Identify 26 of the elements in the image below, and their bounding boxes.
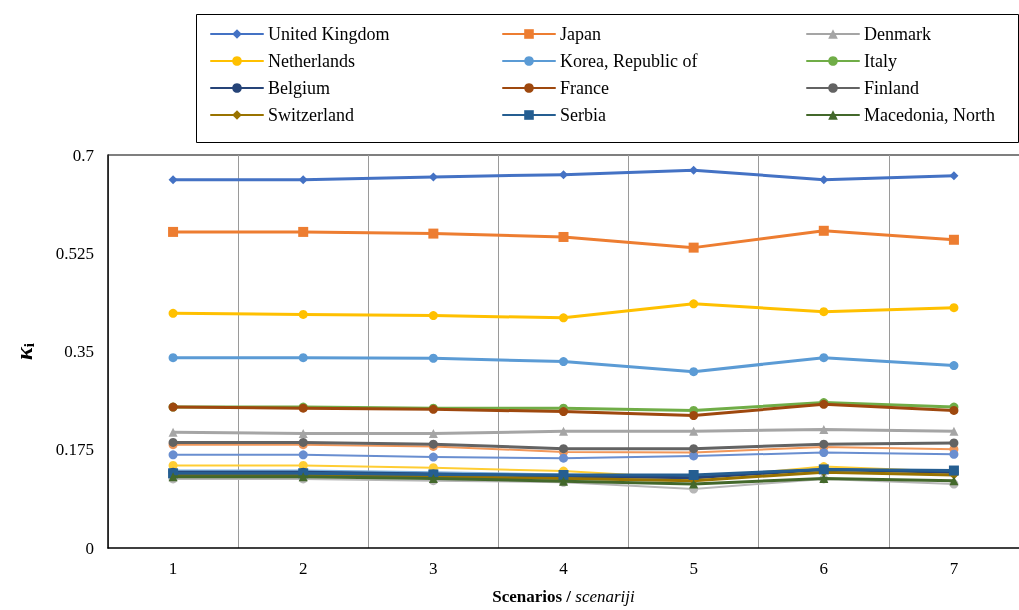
legend-label: Finland	[864, 78, 920, 98]
y-tick-label: 0.35	[64, 342, 94, 361]
x-tick-label: 1	[168, 559, 178, 578]
legend-label: Italy	[864, 51, 897, 71]
x-tick-label: 4	[559, 559, 569, 578]
x-tick-label: 7	[949, 559, 959, 578]
y-tick-label: 0.525	[55, 243, 94, 263]
legend-label: Macedonia, North	[864, 105, 995, 125]
x-tick-label: 3	[429, 559, 438, 578]
x-tick-label: 6	[819, 559, 829, 578]
x-axis-title: Scenarios / scenariji	[492, 587, 636, 606]
y-tick-label: 0.175	[55, 440, 94, 460]
legend-label: Belgium	[268, 78, 330, 98]
y-axis-title: κi	[11, 343, 37, 360]
legend-label: United Kingdom	[268, 24, 390, 44]
legend-label: Netherlands	[268, 51, 355, 71]
x-tick-label: 5	[689, 559, 698, 578]
y-tick-label: 0.7	[72, 145, 95, 165]
legend-label: Japan	[560, 24, 601, 44]
y-tick-label: 0	[85, 538, 94, 558]
legend-label: Serbia	[560, 105, 606, 125]
legend-label: Denmark	[864, 24, 931, 44]
legend-label: France	[560, 78, 609, 98]
legend-label: Korea, Republic of	[560, 51, 698, 71]
x-tick-label: 2	[298, 559, 308, 578]
legend-label: Switzerland	[268, 105, 354, 125]
